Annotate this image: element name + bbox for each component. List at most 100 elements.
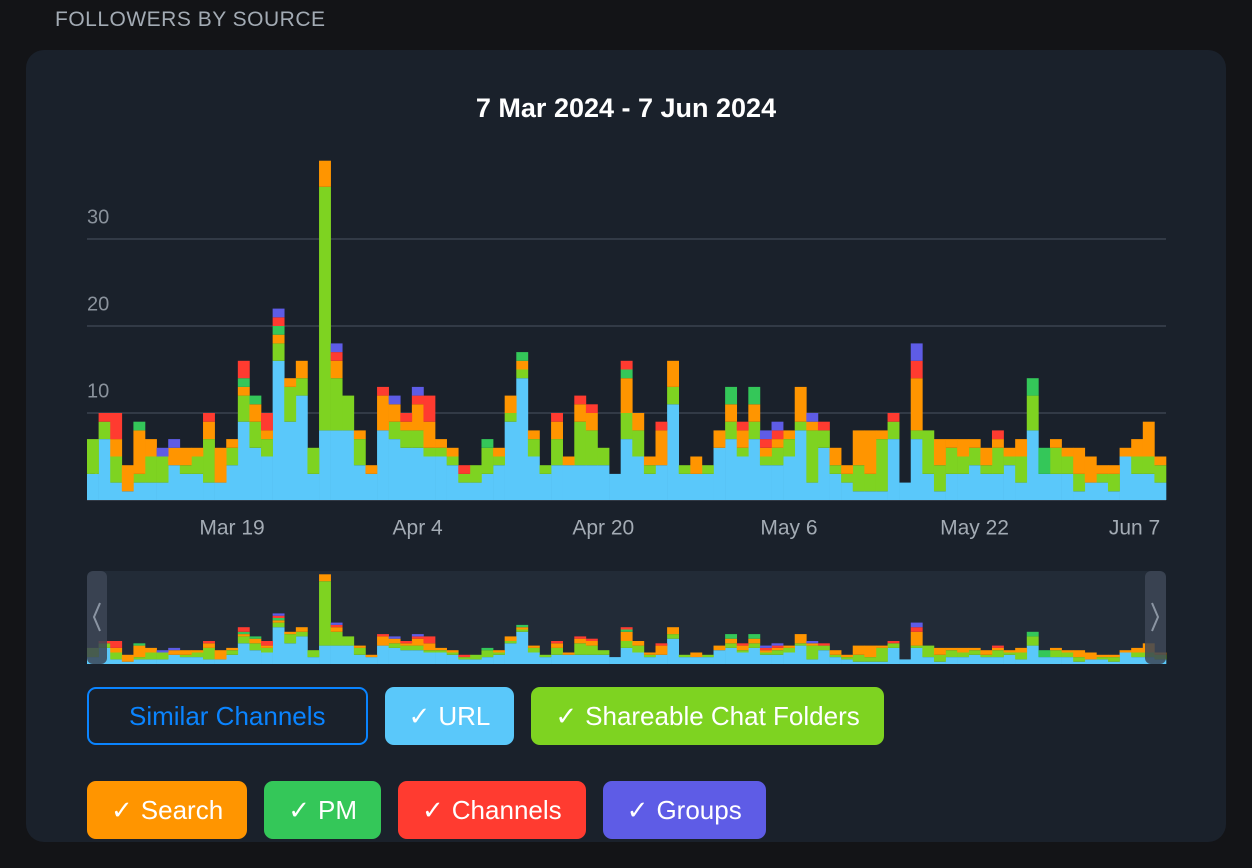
bar-segment — [574, 395, 587, 405]
navigator[interactable] — [87, 571, 1166, 664]
bar-segment — [841, 482, 854, 500]
bar-segment — [145, 482, 157, 500]
navigator-handle-left[interactable] — [87, 571, 107, 664]
bar-segment — [179, 465, 192, 474]
navigator-bar-segment — [864, 645, 877, 658]
legend-toggle[interactable]: ✓ Shareable Chat Folders — [531, 687, 884, 745]
navigator-bar-segment — [783, 652, 796, 664]
legend-toggle[interactable]: ✓ URL — [384, 687, 515, 745]
navigator-bar-segment — [237, 634, 250, 637]
bar-segment — [249, 447, 262, 500]
navigator-bar-segment — [1084, 652, 1097, 660]
navigator-bar-segment — [1026, 631, 1039, 637]
bar-segment — [400, 447, 413, 500]
bar-segment — [643, 456, 656, 466]
navigator-bar-segment — [481, 657, 494, 664]
navigator-bar-segment — [330, 622, 343, 625]
bar-segment — [377, 430, 389, 500]
navigator-bar-segment — [342, 645, 355, 664]
bar-segment — [261, 430, 273, 440]
bar-segment — [516, 360, 529, 370]
navigator-bar-segment — [388, 643, 401, 648]
navigator-bar-segment — [713, 650, 726, 664]
bar-segment — [794, 430, 807, 500]
bar-segment — [261, 456, 273, 500]
bar-segment — [574, 421, 587, 466]
navigator-bar-segment — [423, 636, 436, 644]
navigator-bar-segment — [991, 657, 1004, 664]
navigator-bar-segment — [110, 641, 123, 648]
legend-toggle[interactable]: ✓ Search — [87, 781, 248, 839]
bar-segment — [179, 447, 192, 466]
navigator-bar-segment — [910, 645, 923, 648]
bar-segment — [1015, 482, 1028, 500]
bar-segment — [411, 430, 424, 448]
navigator-bar-segment — [249, 650, 262, 664]
navigator-bar-segment — [968, 654, 981, 664]
navigator-bar-segment — [875, 647, 888, 662]
navigator-bar-segment — [411, 636, 424, 639]
navigator-handle-right[interactable] — [1145, 571, 1166, 664]
navigator-bar-segment — [829, 657, 842, 664]
navigator-bar-segment — [1096, 654, 1109, 658]
navigator-bar-segment — [237, 631, 250, 635]
bar-segment — [713, 430, 726, 448]
navigator-bar-segment — [168, 647, 181, 651]
navigator-bar-segment — [585, 641, 598, 646]
bar-segment — [237, 395, 250, 422]
navigator-bar-segment — [957, 652, 970, 658]
navigator-bar-segment — [435, 652, 447, 664]
bar-segment — [1154, 456, 1167, 466]
bar-segment — [458, 465, 471, 474]
bar-segment — [922, 430, 935, 474]
navigator-bar-segment — [736, 645, 749, 651]
legend-toggle[interactable]: ✓ PM — [264, 781, 381, 839]
bar-segment — [1096, 482, 1109, 500]
chart-title: 7 Mar 2024 - 7 Jun 2024 — [476, 93, 776, 123]
handle-arrow — [1151, 602, 1160, 632]
legend-toggle[interactable]: ✓ Channels — [397, 781, 586, 839]
bar-segment — [887, 421, 900, 440]
navigator-bar-segment — [237, 636, 250, 644]
navigator-bar-segment — [887, 647, 900, 664]
legend-toggle[interactable]: ✓ Groups — [602, 781, 766, 839]
navigator-bar-segment — [469, 654, 482, 660]
bar-segment — [168, 439, 181, 448]
bar-segment — [980, 465, 993, 474]
navigator-bar-segment — [121, 654, 134, 662]
bar-segment — [145, 456, 157, 483]
navigator-bar-segment — [1073, 657, 1086, 662]
navigator-bar-segment — [1003, 654, 1016, 664]
navigator-bar-segment — [261, 645, 273, 648]
navigator-bar-segment — [1038, 650, 1051, 658]
navigator-bar-segment — [203, 641, 215, 644]
navigator-bar-segment — [551, 641, 563, 644]
navigator-bar-segment — [249, 638, 262, 644]
bar-segment — [701, 465, 714, 474]
bar-segment — [203, 421, 215, 440]
navigator-bar-segment — [852, 654, 865, 662]
navigator-bar-segment — [156, 652, 169, 660]
navigator-bar-segment — [910, 627, 923, 632]
bar-segment — [1131, 439, 1144, 457]
bar-segment — [400, 421, 413, 431]
navigator-bar-segment — [214, 659, 227, 664]
bar-segment — [551, 413, 563, 422]
navigator-bar-segment — [527, 652, 540, 664]
legend-toggle[interactable]: Similar Channels — [87, 687, 368, 745]
bar-segment — [551, 421, 563, 440]
navigator-bar-segment — [388, 636, 401, 639]
section-header: FOLLOWERS BY SOURCE — [55, 8, 326, 31]
bar-segment — [423, 421, 436, 448]
navigator-bar-segment — [237, 643, 250, 664]
bar-segment — [87, 473, 99, 500]
bar-segment — [957, 439, 970, 457]
bar-segment — [110, 482, 123, 500]
bar-segment — [852, 491, 865, 500]
bar-segment — [562, 456, 575, 466]
navigator-bar-segment — [423, 652, 436, 664]
navigator-bar-segment — [585, 654, 598, 664]
navigator-bar-segment — [446, 650, 459, 653]
